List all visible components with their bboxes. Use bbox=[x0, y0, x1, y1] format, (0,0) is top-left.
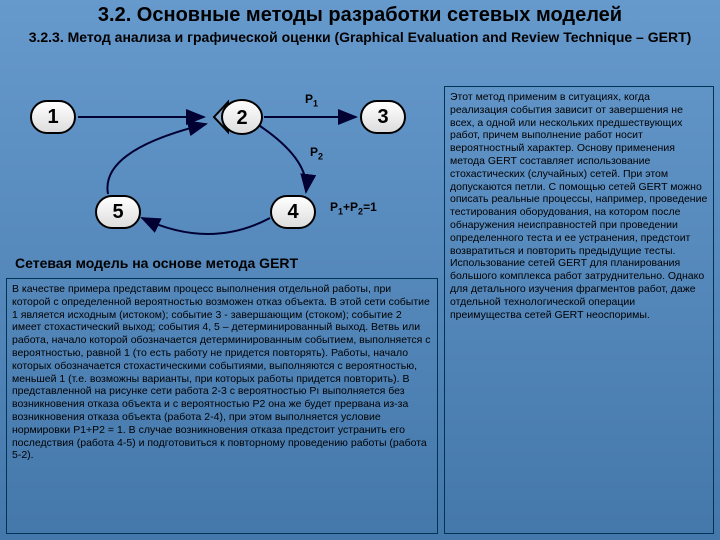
node-3: 3 bbox=[360, 100, 406, 134]
node-5: 5 bbox=[95, 195, 141, 229]
label-p2: P2 bbox=[310, 145, 323, 161]
svg-text:2: 2 bbox=[236, 107, 247, 129]
page-subtitle: 3.2.3. Метод анализа и графической оценк… bbox=[0, 27, 720, 49]
label-p1: P1 bbox=[305, 92, 318, 108]
sidebar-text-box: Этот метод применим в ситуациях, когда р… bbox=[444, 86, 714, 534]
node-4: 4 bbox=[270, 195, 316, 229]
gert-diagram: 1 2 3 4 5 P1 P2 P1+P2=1 bbox=[10, 90, 450, 260]
page-title: 3.2. Основные методы разработки сетевых … bbox=[0, 0, 720, 27]
node-1: 1 bbox=[30, 100, 76, 134]
bottom-text-box: В качестве примера представим процесс вы… bbox=[6, 278, 438, 534]
label-psum: P1+P2=1 bbox=[330, 200, 377, 216]
